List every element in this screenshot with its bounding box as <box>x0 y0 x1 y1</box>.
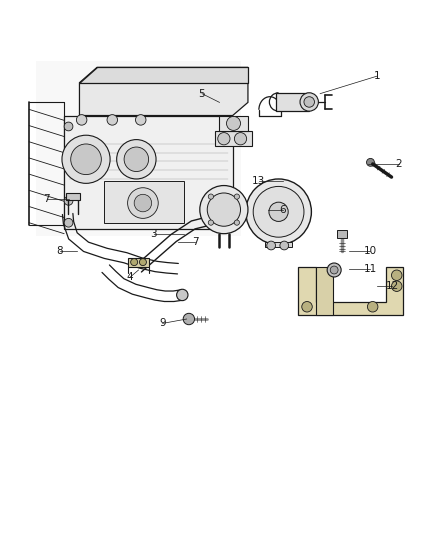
Circle shape <box>326 263 340 277</box>
Polygon shape <box>79 67 247 83</box>
Text: 1: 1 <box>373 71 379 81</box>
Circle shape <box>64 219 73 227</box>
Polygon shape <box>219 116 247 131</box>
Circle shape <box>107 115 117 125</box>
Circle shape <box>124 147 148 172</box>
Polygon shape <box>276 93 308 111</box>
Text: 6: 6 <box>279 205 286 215</box>
Circle shape <box>217 133 230 145</box>
Polygon shape <box>297 266 403 314</box>
Text: 4: 4 <box>126 272 133 282</box>
Circle shape <box>391 270 401 280</box>
Circle shape <box>183 313 194 325</box>
Circle shape <box>62 135 110 183</box>
Polygon shape <box>127 258 149 266</box>
Polygon shape <box>215 131 252 146</box>
Circle shape <box>76 115 87 125</box>
Circle shape <box>303 96 314 107</box>
Text: 8: 8 <box>57 246 63 256</box>
Circle shape <box>139 259 146 265</box>
Circle shape <box>234 194 239 199</box>
Circle shape <box>134 195 151 212</box>
Circle shape <box>234 220 239 225</box>
Text: 13: 13 <box>252 176 265 186</box>
Polygon shape <box>64 116 232 229</box>
Circle shape <box>253 187 303 237</box>
Circle shape <box>176 289 187 301</box>
Polygon shape <box>35 61 241 236</box>
Circle shape <box>266 241 275 250</box>
Circle shape <box>268 202 288 221</box>
Text: 11: 11 <box>363 264 376 273</box>
Text: 10: 10 <box>363 246 376 256</box>
Polygon shape <box>336 230 346 238</box>
Circle shape <box>131 259 138 265</box>
Circle shape <box>208 220 213 225</box>
Circle shape <box>299 93 318 111</box>
Text: 7: 7 <box>43 193 50 204</box>
Circle shape <box>127 188 158 219</box>
Circle shape <box>135 115 146 125</box>
Text: 7: 7 <box>192 237 198 247</box>
Circle shape <box>391 281 401 292</box>
Polygon shape <box>265 243 291 247</box>
Circle shape <box>301 302 311 312</box>
Text: 3: 3 <box>150 229 157 239</box>
Circle shape <box>329 266 337 274</box>
Polygon shape <box>66 193 80 200</box>
Circle shape <box>234 133 246 145</box>
Circle shape <box>226 116 240 131</box>
Circle shape <box>199 185 247 233</box>
Text: 2: 2 <box>395 159 401 168</box>
Circle shape <box>64 122 73 131</box>
Polygon shape <box>103 181 184 223</box>
Circle shape <box>207 193 240 226</box>
Text: 5: 5 <box>198 88 205 99</box>
Text: 9: 9 <box>159 318 166 328</box>
Circle shape <box>245 179 311 245</box>
Polygon shape <box>315 266 332 314</box>
Circle shape <box>366 158 374 166</box>
Circle shape <box>117 140 155 179</box>
Polygon shape <box>79 67 247 116</box>
Circle shape <box>279 241 288 250</box>
Text: 12: 12 <box>385 281 398 291</box>
Circle shape <box>367 302 377 312</box>
Circle shape <box>208 194 213 199</box>
Circle shape <box>64 197 73 205</box>
Circle shape <box>71 144 101 175</box>
